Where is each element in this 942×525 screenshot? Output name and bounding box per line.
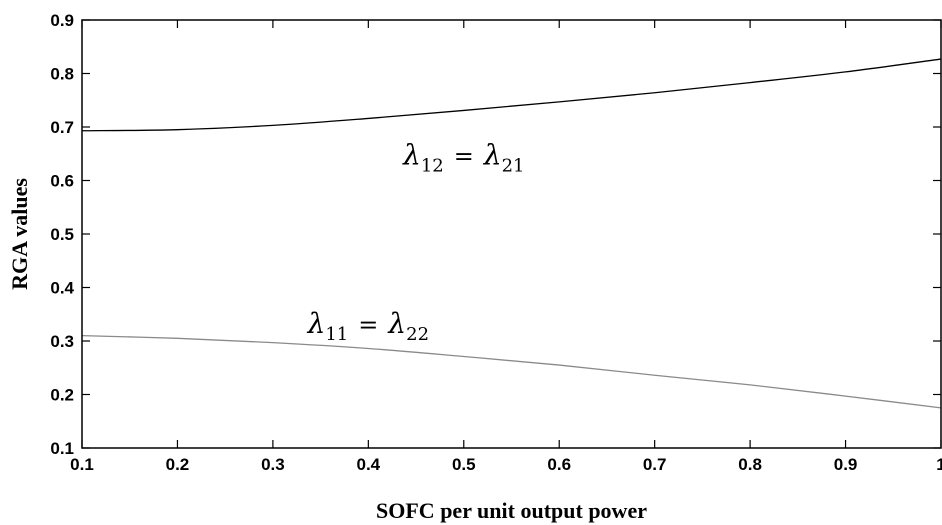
plot-frame [81,19,942,449]
y-tick-label: 0.1 [50,439,74,458]
annotation-sub-left: 11 [325,324,348,345]
y-tick-label: 0.5 [50,225,74,244]
annotation-base-right: λ [387,307,406,340]
axis-ticks [81,19,942,449]
x-tick-label: 0.9 [834,455,858,474]
x-tick-label: 0.3 [261,455,285,474]
y-tick-label: 0.2 [50,386,74,405]
x-tick-label: 0.2 [166,455,190,474]
y-tick-label: 0.6 [50,172,74,191]
curve-annotation: λ12 = λ21 [402,138,524,176]
annotation-base-left: λ [402,138,421,171]
y-tick-label: 0.3 [50,332,74,351]
annotation-base-right: λ [483,138,502,171]
y-tick-label: 0.7 [50,118,74,137]
annotation-base-left: λ [307,307,326,340]
y-tick-label: 0.9 [50,11,74,30]
series-line-2 [81,335,942,409]
tick-labels: 0.1 0.2 0.3 0.4 0.5 0.6 0.7 0.8 0.9 1 0.1 0.2 0.3 0.4… [50,11,942,474]
annotation-sub-left: 12 [421,155,444,176]
x-tick-label: 0.8 [738,455,762,474]
x-axis-label: SOFC per unit output power [376,498,647,523]
annotation-equals: = [454,142,474,170]
x-tick-label: 0.6 [547,455,571,474]
annotation-sub-right: 21 [502,155,525,176]
x-tick-label: 0.7 [643,455,667,474]
series-lines [81,58,942,409]
x-tick-label: 0.4 [357,455,381,474]
annotation-sub-right: 22 [406,324,429,345]
y-tick-label: 0.4 [50,279,74,298]
x-tick-label: 0.1 [70,455,94,474]
y-tick-label: 0.8 [50,65,74,84]
x-tick-label: 1 [936,455,942,474]
series-line-1 [81,58,942,132]
x-tick-label: 0.5 [452,455,476,474]
y-axis-label: RGA values [7,178,32,290]
curve-annotation: λ11 = λ22 [307,307,429,345]
annotation-equals: = [358,311,378,339]
